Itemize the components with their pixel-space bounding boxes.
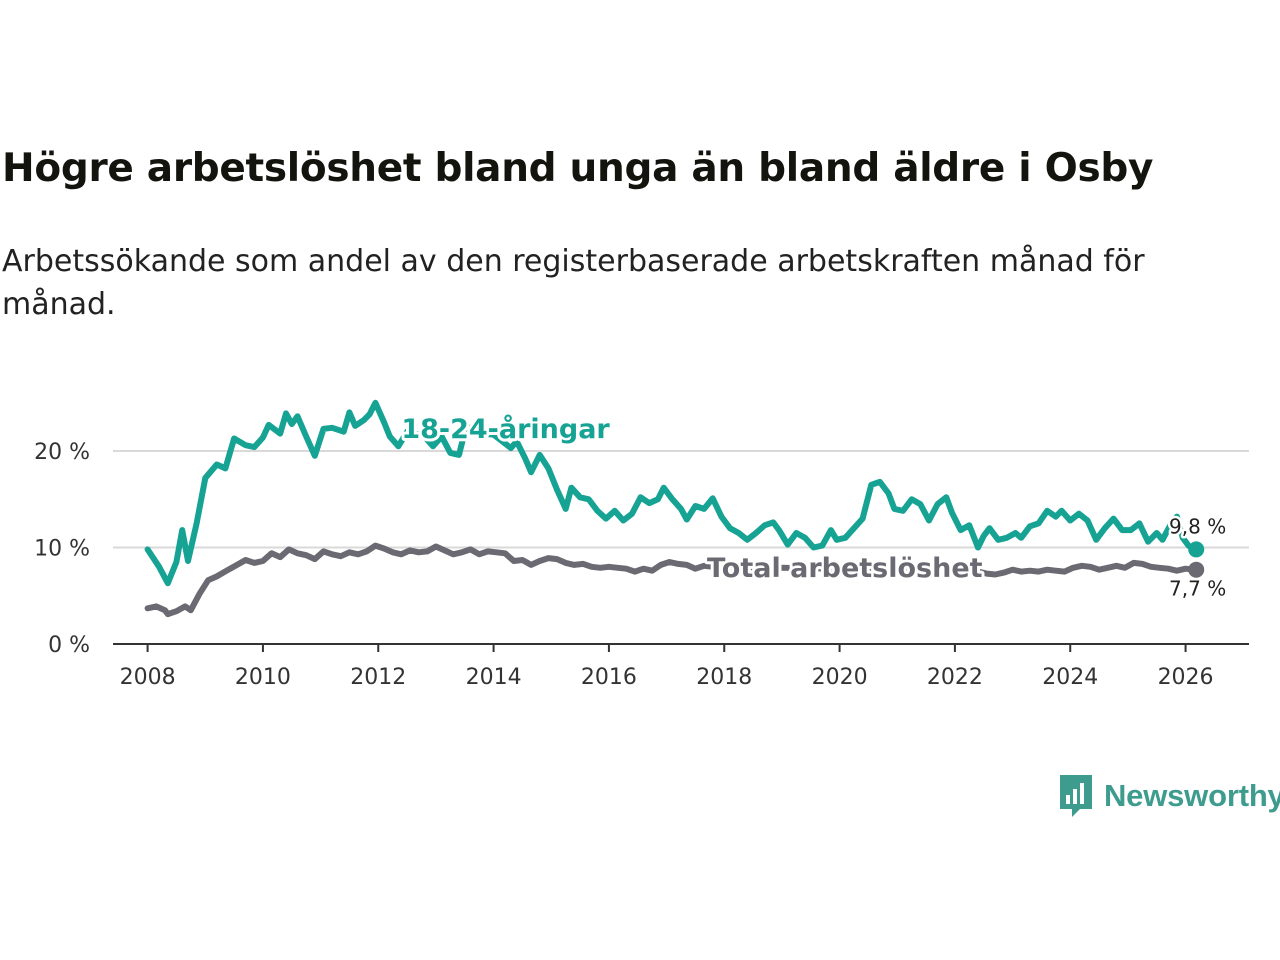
x-tick-label: 2018 [696,665,752,690]
end-value-label-total: 7,7 % [1169,577,1226,601]
y-tick-label: 10 % [34,537,90,562]
end-markers: 9,8 % 7,7 % [1167,512,1229,603]
y-axis-ticks: 0 % 10 % 20 % [34,440,90,658]
chart-title: Högre arbetslöshet bland unga än bland ä… [2,146,1154,191]
x-tick-label: 2012 [350,665,406,690]
x-tick-label: 2014 [466,665,522,690]
series-labels: 18-24-åringar Total arbetslöshet [398,410,985,587]
line-chart: 0 % 10 % 20 % 18-24-åringar Total arbetslös… [34,399,1249,690]
series-line-total [144,542,1198,618]
gridlines [113,450,1249,549]
bar-chart-bubble-icon [1060,775,1092,817]
series-label-total: Total arbetslöshet [707,553,983,584]
series-label-young: 18-24-åringar [401,413,610,445]
brand-name: Newsworthy [1104,778,1280,813]
x-tick-label: 2016 [581,665,637,690]
end-point-young [1188,541,1205,558]
series-lines [144,399,1198,618]
series-line-young [144,399,1198,587]
x-axis-ticks: 2008 2010 2012 2014 2016 2018 2020 2022 2024 2026 [120,644,1214,690]
y-tick-label: 0 % [48,633,90,658]
x-tick-label: 2008 [120,665,176,690]
x-tick-label: 2010 [235,665,291,690]
x-tick-label: 2026 [1158,665,1214,690]
end-point-total [1188,561,1205,578]
x-tick-label: 2020 [812,665,868,690]
newsworthy-logo: Newsworthy [1058,772,1280,820]
x-tick-label: 2024 [1042,665,1098,690]
x-tick-label: 2022 [927,665,983,690]
chart-subtitle: Arbetssökande som andel av den registerb… [2,244,1145,322]
y-tick-label: 20 % [34,440,90,465]
end-value-label-young: 9,8 % [1169,514,1226,538]
